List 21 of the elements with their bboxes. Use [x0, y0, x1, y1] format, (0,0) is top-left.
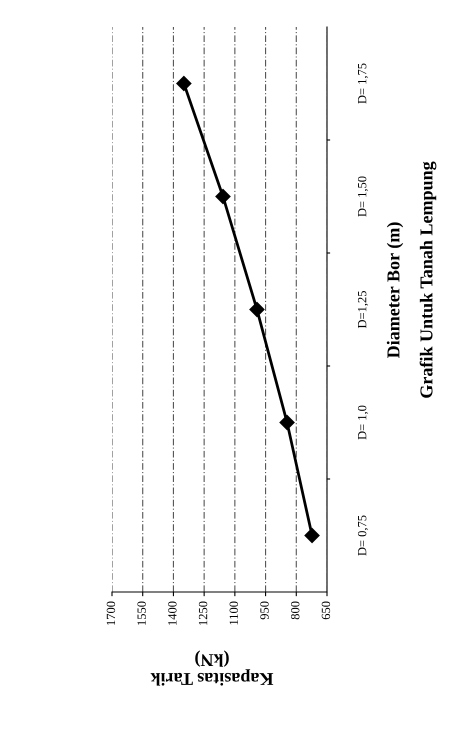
point [249, 302, 265, 318]
point [215, 188, 231, 204]
x-tick-label: 1100 [230, 602, 238, 624]
y-axis-title: Diameter Bor (m) [386, 222, 404, 358]
x-tick-label: 1250 [198, 602, 208, 625]
y-tick-label: D=1,25 [358, 291, 368, 328]
point [280, 414, 295, 430]
x-tick-label: 650 [322, 602, 330, 620]
y-tick-label: D= 1,75 [358, 63, 368, 104]
x-tick-label: 1700 [106, 602, 116, 625]
point [304, 528, 320, 544]
x-tick-label: 1550 [137, 602, 146, 625]
x-tick-label: 950 [260, 602, 269, 620]
y-tick-label: D= 1,0 [358, 406, 368, 440]
point [176, 76, 192, 92]
y-tick-label: D= 0,75 [358, 515, 368, 556]
x-tick-label: 800 [290, 602, 300, 620]
x-tick-label: 1400 [168, 602, 177, 625]
text: Grafik Untuk Tanah Lempung [420, 162, 436, 398]
y-tick-label: D= 1,50 [358, 176, 368, 217]
x-axis-title: Kapasitas Tarik (kN) [150, 650, 274, 686]
